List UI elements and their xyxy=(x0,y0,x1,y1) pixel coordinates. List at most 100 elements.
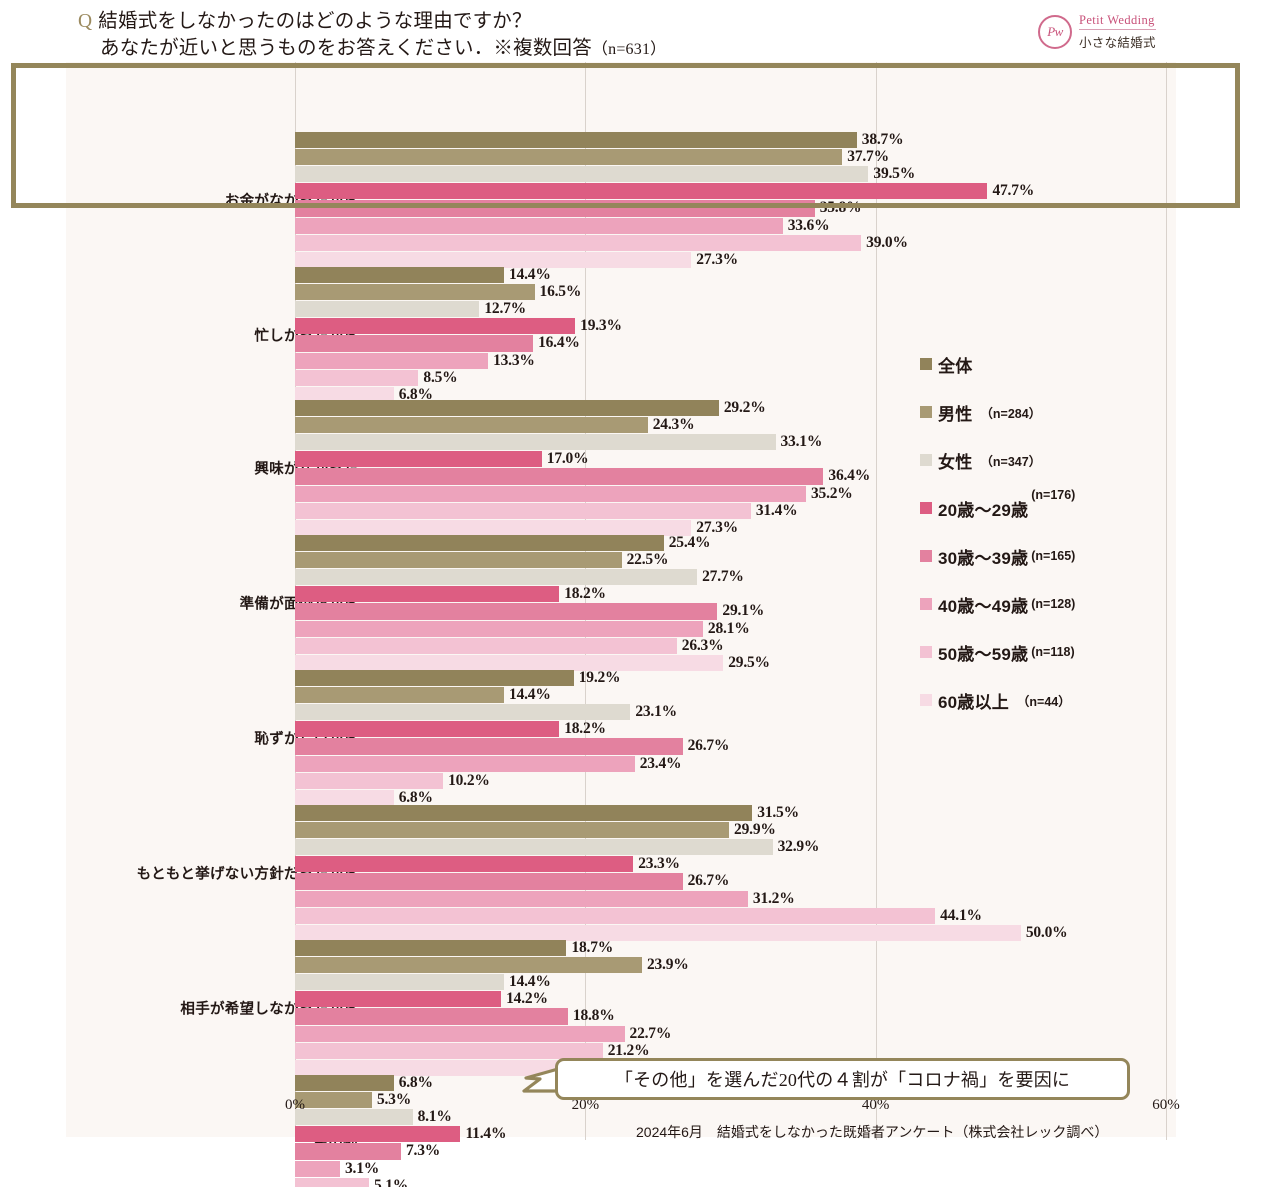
bar-group: 忙しかったから14.4%16.5%12.7%19.3%16.4%13.3%8.5… xyxy=(66,266,1176,404)
bar-row: 16.5% xyxy=(295,283,1166,301)
bar-value-label: 6.8% xyxy=(398,788,433,806)
bar-row: 23.4% xyxy=(295,754,1166,772)
bar-row: 17.0% xyxy=(295,450,1166,468)
bar xyxy=(295,335,534,352)
bar-row: 22.5% xyxy=(295,551,1166,569)
bar-value-label: 31.2% xyxy=(752,889,795,907)
x-tick-label: 20% xyxy=(571,1097,600,1113)
bar-row: 29.1% xyxy=(295,602,1166,620)
bar-row: 33.1% xyxy=(295,433,1166,451)
bar xyxy=(295,755,635,772)
bar-row: 29.9% xyxy=(295,821,1166,839)
x-tick-label: 40% xyxy=(861,1097,890,1113)
legend-sample-size: （n=284） xyxy=(980,406,1042,421)
bar-value-label: 27.3% xyxy=(696,518,738,536)
bar xyxy=(295,284,535,301)
bar-row: 8.1% xyxy=(295,1108,1166,1126)
bar-value-label: 18.7% xyxy=(571,939,614,957)
bar-value-label: 6.8% xyxy=(398,385,433,403)
bar-value-label: 5.1% xyxy=(374,1176,409,1187)
bar xyxy=(295,1177,370,1187)
bar-row: 26.3% xyxy=(295,637,1166,654)
bar-row: 11.4% xyxy=(295,1125,1166,1143)
bar-group: その他6.8%5.3%8.1%11.4%7.3%3.1%5.1%2.3% xyxy=(66,1074,1176,1187)
source-footnote: 2024年6月 結婚式をしなかった既婚者アンケート（株式会社レック調べ） xyxy=(636,1124,1109,1140)
bar-row: 10.2% xyxy=(295,772,1166,789)
bar-row: 14.4% xyxy=(295,266,1166,284)
bar-row: 27.3% xyxy=(295,518,1166,536)
bar-row: 19.2% xyxy=(295,669,1166,687)
question-block: Q 結婚式をしなかったのはどのような理由ですか？ あなたが近いと思うものをお答えく… xyxy=(78,8,938,63)
legend-sample-size: (n=118) xyxy=(1031,645,1075,659)
bar-value-label: 23.4% xyxy=(639,754,682,772)
gridline-20% xyxy=(585,62,587,1140)
bar xyxy=(295,687,505,704)
bar-value-label: 16.5% xyxy=(539,283,582,301)
bar-row: 31.5% xyxy=(295,804,1166,822)
bar-value-label: 5.3% xyxy=(376,1091,412,1109)
bar xyxy=(295,400,719,417)
bar-value-label: 29.5% xyxy=(728,653,770,671)
bar xyxy=(295,974,505,991)
bar-value-label: 36.4% xyxy=(828,467,871,485)
bar xyxy=(295,149,843,166)
callout-text: 「その他」を選んだ20代の４割が「コロナ禍」を要因に xyxy=(614,1070,1071,1090)
chart-legend: 全体 男性 （n=284） 女性 （n=347） 20歳〜29歳 (n=176) 30歳〜39… xyxy=(920,340,1180,724)
bar-value-label: 19.2% xyxy=(578,669,621,687)
legend-sample-size: （n=347） xyxy=(980,454,1042,469)
bar-value-label: 14.4% xyxy=(509,973,551,991)
bar xyxy=(295,502,751,519)
pw-monogram-icon xyxy=(1038,15,1072,49)
bar xyxy=(295,670,574,687)
bar-value-label: 18.2% xyxy=(564,585,606,603)
legend-label: 女性 xyxy=(938,452,973,472)
bar xyxy=(295,301,480,318)
bar-value-label: 12.7% xyxy=(484,300,526,318)
bar-row: 14.4% xyxy=(295,973,1166,991)
bar-value-label: 3.1% xyxy=(345,1159,380,1177)
bar-row: 31.4% xyxy=(295,502,1166,519)
bar-value-label: 27.3% xyxy=(696,250,738,268)
callout-tail-icon xyxy=(522,1067,560,1093)
bar xyxy=(295,569,698,586)
legend-swatch-icon xyxy=(920,694,932,706)
legend-label: 男性 xyxy=(938,404,973,424)
legend-item: 30歳〜39歳 (n=165) xyxy=(920,532,1180,580)
legend-item: 全体 xyxy=(920,340,1180,388)
bar-row: 31.2% xyxy=(295,889,1166,907)
bar xyxy=(295,318,576,335)
question-line-2: あなたが近いと思うものをお答えください．※複数回答（n=631） xyxy=(78,35,938,63)
bar-row: 26.7% xyxy=(295,872,1166,890)
bar xyxy=(295,519,692,536)
bar-row: 36.4% xyxy=(295,467,1166,485)
question-text-2: あなたが近いと思うものをお答えください．※複数回答 xyxy=(100,38,592,59)
bar-row: 14.2% xyxy=(295,990,1166,1008)
bar xyxy=(295,1126,461,1143)
bar-row: 38.7% xyxy=(295,131,1166,149)
gridline-60% xyxy=(1166,62,1167,1140)
bar xyxy=(295,738,683,755)
bar-row: 23.1% xyxy=(295,703,1166,721)
bar-value-label: 13.3% xyxy=(493,351,535,369)
bar xyxy=(295,991,502,1008)
bar-value-label: 35.2% xyxy=(810,484,853,502)
bar xyxy=(295,1109,413,1126)
bar-value-label: 18.2% xyxy=(564,720,606,738)
bar-row: 37.7% xyxy=(295,148,1166,166)
bar-row: 24.3% xyxy=(295,416,1166,434)
bar xyxy=(295,907,936,924)
bar xyxy=(295,468,824,485)
bar-row: 44.1% xyxy=(295,906,1166,924)
bar xyxy=(295,620,703,637)
bar-row: 50.0% xyxy=(295,924,1166,941)
bar-row: 18.8% xyxy=(295,1007,1166,1025)
bar-row: 28.1% xyxy=(295,620,1166,637)
bar-value-label: 39.0% xyxy=(866,233,908,251)
logo-text: Petit Wedding 小さな結婚式 xyxy=(1079,13,1156,51)
bar-value-label: 44.1% xyxy=(940,906,982,924)
bar-value-label: 39.5% xyxy=(873,165,916,183)
bar xyxy=(295,839,773,856)
bar-row: 7.3% xyxy=(295,1142,1166,1160)
bar-row: 33.6% xyxy=(295,217,1166,234)
bar-row: 18.2% xyxy=(295,720,1166,738)
